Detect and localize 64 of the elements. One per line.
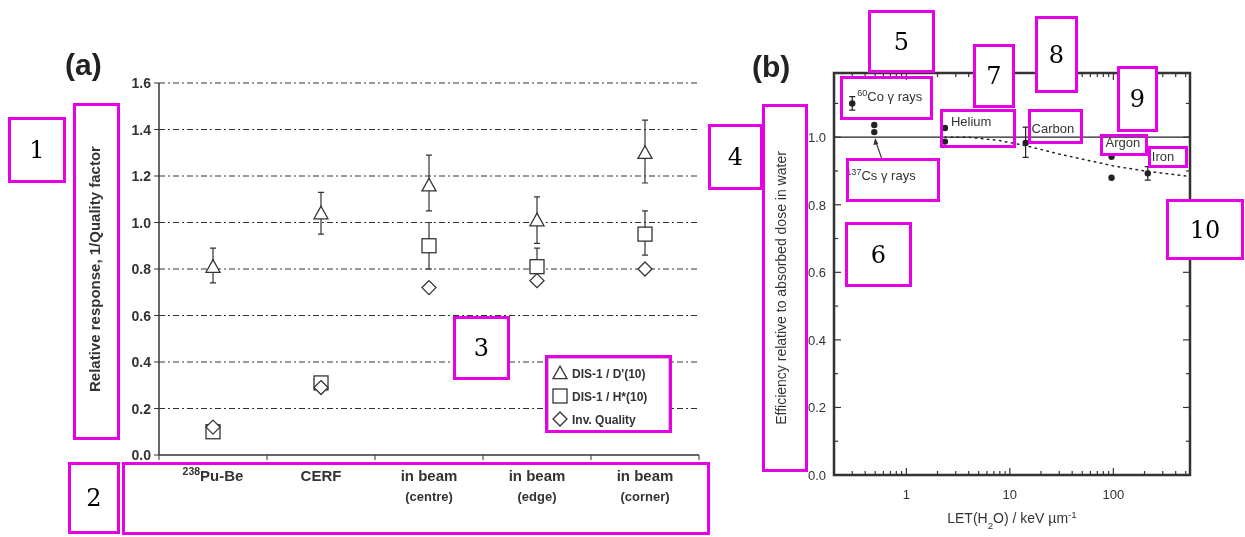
y-tick-label: 0.6 <box>131 307 152 324</box>
point <box>421 177 437 192</box>
annotation: Helium <box>950 114 992 130</box>
y-tick-label: 0.8 <box>131 261 152 277</box>
x-tick-label: CERF <box>300 467 342 484</box>
legend-label: DIS-1 / D'(10) <box>572 367 646 381</box>
y-tick-label: 1.0 <box>131 214 152 231</box>
numbered-callout: 4 <box>708 124 763 190</box>
x-axis-title: LET(H$_{2}$O) / keV µm$^{-1}$ <box>947 508 1077 531</box>
x-tick-label: in beam (edge) <box>508 467 566 504</box>
point <box>529 272 545 289</box>
point <box>637 145 653 159</box>
point <box>205 419 221 435</box>
point <box>421 279 437 296</box>
numbered-callout: 6 <box>845 222 912 287</box>
chart-title: (b) <box>752 50 791 83</box>
y-tick-label: 0.2 <box>807 400 826 416</box>
annotation: $^{60}$Co γ rays <box>857 88 923 105</box>
y-tick-label: 0.2 <box>131 400 152 417</box>
y-tick-label: 1.2 <box>131 168 152 184</box>
legend-label: Inv. Quality <box>572 413 637 427</box>
numbered-callout: 7 <box>973 44 1015 108</box>
point <box>637 226 653 242</box>
x-tick-label: in beam (corner) <box>616 467 674 504</box>
y-tick-label: 1.0 <box>807 130 826 146</box>
point <box>637 261 653 277</box>
chart-title: (a) <box>65 48 102 81</box>
numbered-callout: 3 <box>453 316 510 380</box>
numbered-callout: 2 <box>68 462 120 534</box>
y-tick-label: 1.6 <box>131 75 152 91</box>
point <box>529 212 545 227</box>
point <box>421 238 437 254</box>
x-tick-label: 10 <box>1002 487 1018 502</box>
numbered-callout: 10 <box>1166 199 1244 260</box>
annotation: 3 <box>473 334 490 362</box>
y-tick-label: 0.4 <box>131 354 152 370</box>
y-axis-title: Relative response, 1/Quality factor <box>86 145 103 392</box>
y-tick-label: 0.0 <box>807 468 826 483</box>
numbered-callout: 9 <box>1117 66 1158 132</box>
annotation: 10 <box>1189 215 1221 244</box>
y-axis-title: Efficiency relative to absorbed dose in water <box>773 150 789 425</box>
y-tick-label: 0.0 <box>131 447 152 463</box>
numbered-callout: 5 <box>868 10 935 73</box>
annotation: Argon <box>1105 134 1141 150</box>
point <box>529 259 545 275</box>
annotation: Carbon <box>1031 120 1075 136</box>
point <box>313 379 329 396</box>
numbered-callout: 1 <box>8 117 66 183</box>
legend-label: DIS-1 / H*(10) <box>572 390 648 404</box>
x-tick-label: $^{238}$Pu-Be <box>182 465 244 484</box>
y-tick-label: 0.8 <box>807 197 826 213</box>
x-tick-label: in beam (centre) <box>400 467 458 504</box>
y-tick-label: 1.4 <box>131 121 152 138</box>
y-tick-label: 0.6 <box>807 265 826 281</box>
y-tick-label: 0.4 <box>807 332 826 348</box>
x-tick-label: 100 <box>1102 487 1125 502</box>
annotation: 6 <box>870 240 887 269</box>
annotation: 9 <box>1129 85 1146 113</box>
numbered-callout: 8 <box>1035 16 1078 93</box>
annotation: Iron <box>1151 149 1175 165</box>
annotation: 7 <box>986 62 1002 90</box>
point <box>313 205 329 220</box>
x-tick-label: 1 <box>902 487 910 502</box>
point <box>205 259 221 273</box>
